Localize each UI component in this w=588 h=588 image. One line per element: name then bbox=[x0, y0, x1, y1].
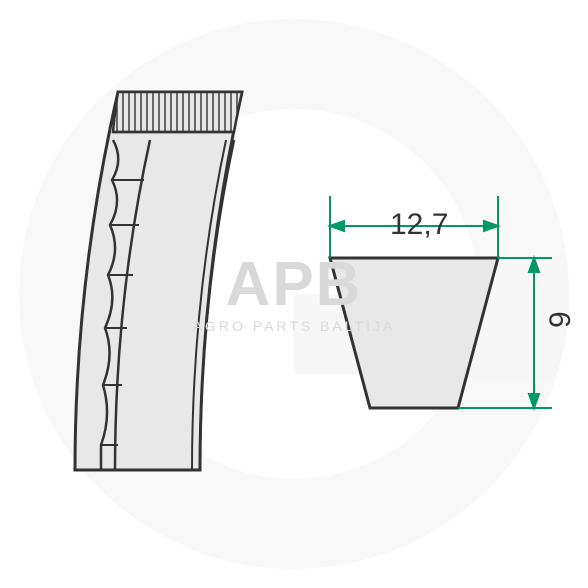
width-dimension-label: 12,7 bbox=[390, 208, 448, 242]
diagram-canvas bbox=[0, 0, 588, 588]
height-dimension-label: 9 bbox=[544, 311, 578, 328]
